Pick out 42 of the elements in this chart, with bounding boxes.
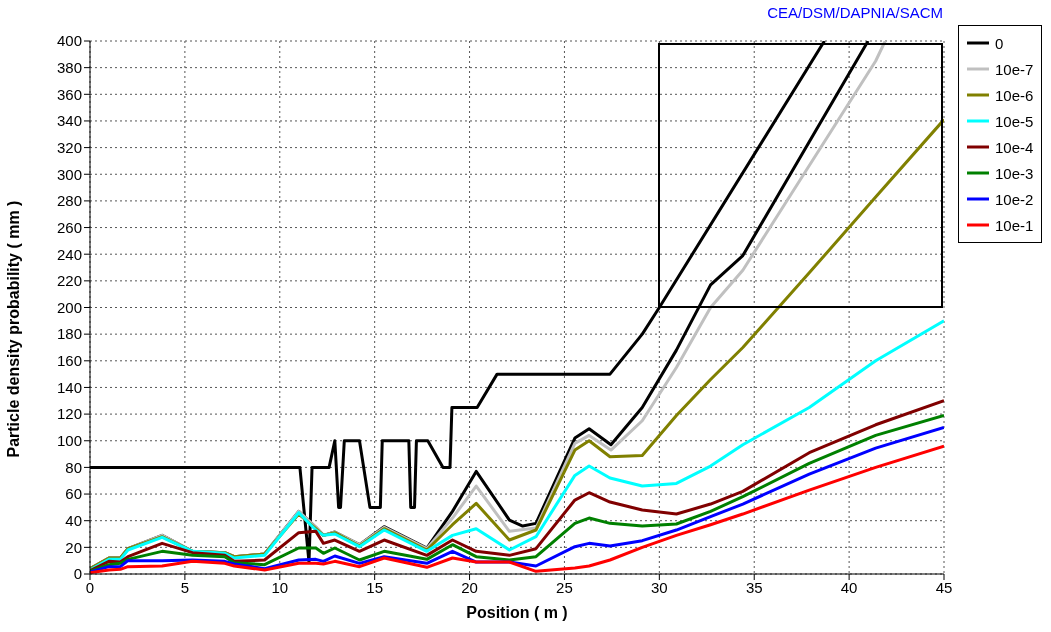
y-tick-label: 120	[56, 405, 82, 423]
legend-label: 10e-1	[995, 216, 1034, 234]
x-tick-label: 20	[461, 578, 478, 596]
y-tick-label: 360	[56, 85, 82, 103]
y-tick-label: 260	[56, 218, 82, 236]
x-tick-label: 5	[180, 578, 190, 596]
x-tick-label: 15	[366, 578, 384, 596]
y-tick-label: 240	[56, 245, 82, 263]
x-tick-label: 0	[85, 578, 95, 596]
y-tick-label: 100	[56, 432, 82, 450]
y-tick-label: 40	[65, 512, 82, 530]
y-tick-label: 400	[56, 32, 82, 50]
legend-label: 10e-6	[995, 86, 1034, 104]
y-axis-title: Particle density probability ( mm )	[4, 200, 22, 458]
x-tick-label: 35	[745, 578, 763, 596]
y-tick-label: 340	[56, 112, 82, 130]
x-tick-label: 40	[840, 578, 858, 596]
y-tick-label: 200	[56, 298, 82, 316]
legend-label: 10e-3	[995, 164, 1034, 182]
x-tick-label: 25	[556, 578, 573, 596]
y-tick-label: 180	[56, 325, 82, 343]
y-tick-label: 80	[65, 458, 82, 476]
y-tick-label: 140	[56, 378, 82, 396]
legend-label: 0	[995, 34, 1004, 52]
y-tick-label: 20	[65, 538, 82, 556]
x-tick-label: 10	[271, 578, 289, 596]
legend-label: 10e-2	[995, 190, 1034, 208]
legend-label: 10e-5	[995, 112, 1034, 130]
y-tick-label: 300	[56, 165, 82, 183]
chart-title: CEA/DSM/DAPNIA/SACM	[767, 4, 943, 21]
legend-label: 10e-7	[995, 60, 1034, 78]
y-tick-label: 160	[56, 352, 82, 370]
y-tick-label: 280	[56, 192, 82, 210]
x-tick-label: 45	[935, 578, 953, 596]
y-tick-label: 320	[56, 138, 82, 156]
x-tick-label: 30	[650, 578, 668, 596]
y-tick-label: 0	[73, 565, 82, 583]
y-tick-label: 380	[56, 58, 82, 76]
legend-label: 10e-4	[995, 138, 1034, 156]
y-tick-label: 220	[56, 272, 82, 290]
x-axis-title: Position ( m )	[466, 604, 568, 621]
y-tick-label: 60	[65, 485, 82, 503]
